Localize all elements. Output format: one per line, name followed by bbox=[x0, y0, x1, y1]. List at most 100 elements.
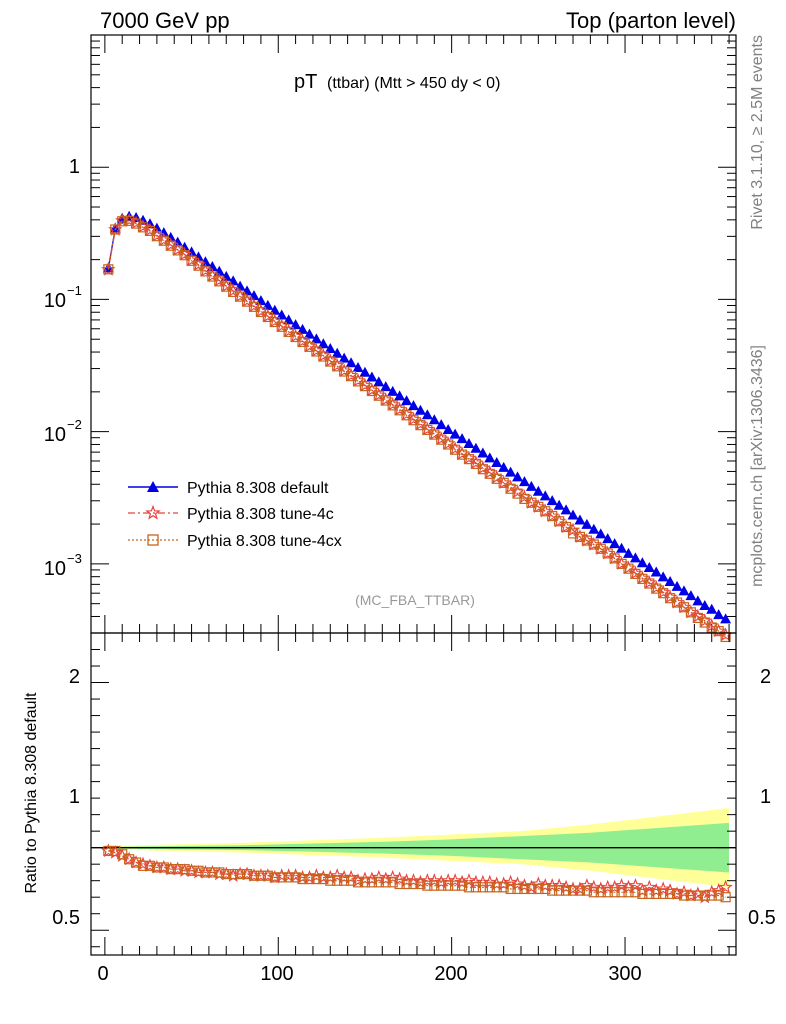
main-point-default bbox=[532, 485, 544, 496]
main-point-default bbox=[345, 357, 357, 368]
ratio-point-tune-4c bbox=[371, 869, 387, 884]
ratio-point-tune-4cx bbox=[110, 845, 121, 857]
main-point-default bbox=[359, 366, 371, 377]
ratio-point-tune-4cx bbox=[408, 878, 419, 890]
ratio-point-tune-4c bbox=[586, 879, 602, 894]
ratio-point-tune-4cx bbox=[540, 883, 551, 895]
main-point-tune-4cx bbox=[512, 488, 523, 499]
main-point-tune-4cx bbox=[137, 222, 149, 233]
ratio-point-tune-4cx bbox=[283, 872, 294, 883]
main-point-default bbox=[484, 452, 496, 463]
main-point-default bbox=[574, 514, 586, 525]
ratio-point-tune-4cx bbox=[158, 862, 169, 873]
ratio-point-tune-4cx bbox=[713, 890, 724, 901]
main-point-tune-4cx bbox=[124, 215, 135, 226]
ratio-point-tune-4cx bbox=[463, 882, 475, 893]
ratio-point-tune-4cx bbox=[609, 887, 620, 898]
ratio-point-tune-4cx bbox=[269, 872, 280, 883]
main-y-tick-exp-0p001: −3 bbox=[67, 551, 82, 566]
main-point-default bbox=[539, 490, 551, 501]
ratio-point-tune-4c bbox=[406, 873, 421, 887]
legend-marker-tune-4cx bbox=[147, 534, 159, 546]
main-point-tune-4cx bbox=[713, 626, 724, 637]
main-point-default bbox=[380, 381, 392, 392]
main-point-default bbox=[442, 423, 454, 434]
main-point-default bbox=[505, 466, 517, 477]
ratio-point-tune-4cx bbox=[526, 883, 537, 895]
main-y-tick-label-0p001: 10 bbox=[44, 558, 66, 580]
rivet-version-label: Rivet 3.1.10, ≥ 2.5M events bbox=[749, 35, 766, 230]
ratio-point-tune-4cx bbox=[248, 870, 260, 881]
main-point-tune-4cx bbox=[547, 510, 558, 522]
main-point-default bbox=[650, 566, 662, 577]
main-point-default bbox=[352, 361, 364, 372]
ratio-point-tune-4cx bbox=[422, 880, 433, 891]
main-point-tune-4cx bbox=[276, 321, 287, 332]
ratio-point-tune-4cx bbox=[685, 890, 697, 901]
ratio-point-tune-4cx bbox=[103, 845, 114, 857]
ratio-point-tune-4cx bbox=[706, 890, 717, 901]
legend-label-tune-4cx: Pythia 8.308 tune-4cx bbox=[187, 533, 342, 550]
main-point-tune-4cx bbox=[179, 250, 190, 261]
main-point-tune-4cx bbox=[200, 266, 211, 277]
ratio-point-tune-4cx bbox=[484, 882, 495, 893]
main-point-default bbox=[602, 533, 614, 544]
ratio-point-tune-4cx bbox=[221, 868, 232, 880]
legend-entry-default: Pythia 8.308 default bbox=[128, 480, 329, 497]
ratio-point-tune-4cx bbox=[588, 887, 599, 898]
main-y-tick-base-0p001: 10 bbox=[44, 558, 66, 580]
main-point-default bbox=[588, 523, 600, 534]
ratio-point-tune-4cx bbox=[144, 860, 156, 871]
main-point-default bbox=[671, 580, 683, 591]
analysis-watermark: (MC_FBA_TTBAR) bbox=[355, 592, 475, 608]
ratio-point-tune-4cx bbox=[665, 888, 676, 900]
ratio-point-tune-4cx bbox=[651, 888, 662, 900]
main-point-default bbox=[664, 575, 676, 586]
ratio-point-tune-4c bbox=[531, 876, 546, 891]
ratio-plot-panel: Ratio to Pythia 8.308 default 2 1 0.5 2 … bbox=[23, 632, 776, 985]
ratio-point-tune-4cx bbox=[678, 890, 690, 901]
ratio-point-tune-4cx bbox=[533, 883, 544, 895]
main-point-tune-4cx bbox=[117, 216, 128, 227]
main-point-default bbox=[421, 409, 433, 420]
main-point-tune-4cx bbox=[498, 477, 509, 488]
main-point-default bbox=[609, 538, 621, 549]
ratio-point-tune-4cx bbox=[255, 870, 267, 881]
main-point-default bbox=[491, 457, 503, 468]
main-point-default bbox=[636, 557, 648, 568]
ratio-point-tune-4c bbox=[649, 883, 664, 897]
ratio-y-tick-label-0p5-left: 0.5 bbox=[52, 907, 80, 929]
main-y-tick-base-0p1: 10 bbox=[44, 290, 66, 312]
main-point-default bbox=[699, 600, 711, 611]
legend-label-default: Pythia 8.308 default bbox=[187, 480, 329, 497]
ratio-y-tick-label-2-right: 2 bbox=[760, 666, 771, 688]
main-point-default bbox=[456, 433, 468, 444]
ratio-point-tune-4c bbox=[447, 873, 463, 887]
ratio-point-tune-4cx bbox=[311, 873, 322, 885]
ratio-point-tune-4c bbox=[385, 869, 400, 884]
ratio-point-tune-4cx bbox=[512, 883, 523, 895]
main-point-default bbox=[581, 518, 593, 529]
main-point-tune-4cx bbox=[519, 493, 530, 505]
ratio-point-tune-4cx bbox=[318, 873, 329, 885]
ratio-point-tune-4cx bbox=[339, 875, 350, 886]
ratio-point-tune-4cx bbox=[477, 882, 488, 893]
ratio-point-tune-4cx bbox=[207, 867, 218, 878]
ratio-point-tune-4cx bbox=[130, 857, 142, 868]
ratio-point-tune-4cx bbox=[373, 877, 384, 888]
main-point-tune-4cx bbox=[241, 296, 253, 307]
ratio-point-tune-4cx bbox=[574, 885, 586, 896]
main-point-default bbox=[518, 476, 530, 487]
main-point-default bbox=[553, 499, 565, 510]
ratio-point-tune-4cx bbox=[554, 885, 565, 896]
legend-label-tune-4c: Pythia 8.308 tune-4c bbox=[187, 506, 334, 523]
ratio-point-tune-4cx bbox=[235, 868, 246, 880]
main-y-tick-base-0p01: 10 bbox=[44, 424, 66, 446]
ratio-point-tune-4cx bbox=[352, 877, 364, 888]
main-point-tune-4cx bbox=[193, 260, 204, 271]
ratio-point-tune-4cx bbox=[380, 877, 391, 888]
main-point-default bbox=[401, 395, 413, 406]
x-tick-label-200: 200 bbox=[434, 963, 467, 985]
main-point-default bbox=[310, 333, 322, 344]
ratio-point-tune-4cx bbox=[304, 873, 315, 885]
